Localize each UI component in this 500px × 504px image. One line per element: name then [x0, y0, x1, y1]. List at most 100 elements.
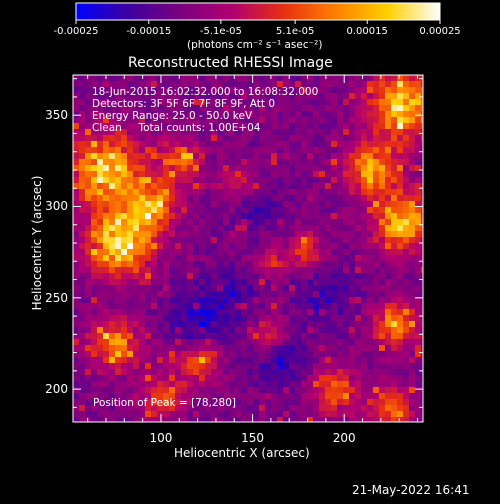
heatmap-cell [127, 375, 133, 381]
heatmap-cell [247, 105, 253, 111]
heatmap-cell [91, 219, 97, 225]
heatmap-cell [157, 159, 163, 165]
heatmap-cell [319, 99, 325, 105]
heatmap-cell [367, 111, 373, 117]
heatmap-cell [211, 135, 217, 141]
heatmap-cell [319, 159, 325, 165]
heatmap-cell [373, 357, 379, 363]
heatmap-cell [301, 225, 307, 231]
heatmap-cell [205, 417, 211, 422]
heatmap-cell [247, 195, 253, 201]
heatmap-cell [349, 327, 355, 333]
heatmap-cell [199, 141, 205, 147]
heatmap-cell [271, 321, 277, 327]
heatmap-cell [361, 297, 367, 303]
heatmap-cell [409, 93, 415, 99]
heatmap-cell [319, 357, 325, 363]
heatmap-cell [163, 309, 169, 315]
heatmap-cell [91, 363, 97, 369]
heatmap-cell [235, 219, 241, 225]
heatmap-cell [193, 249, 199, 255]
colorbar-tick-label: -0.00025 [53, 26, 99, 37]
heatmap-cell [133, 363, 139, 369]
heatmap-cell [403, 339, 409, 345]
heatmap-cell [73, 309, 79, 315]
heatmap-cell [307, 99, 313, 105]
heatmap-cell [145, 339, 151, 345]
heatmap-cell [343, 399, 349, 405]
heatmap-cell [145, 201, 151, 207]
heatmap-cell [325, 147, 331, 153]
heatmap-cell [271, 405, 277, 411]
heatmap-cell [277, 243, 283, 249]
heatmap-cell [181, 243, 187, 249]
heatmap-cell [121, 381, 127, 387]
heatmap-cell [193, 357, 199, 363]
heatmap-cell [415, 183, 421, 189]
heatmap-cell [277, 141, 283, 147]
heatmap-cell [235, 135, 241, 141]
heatmap-cell [187, 165, 193, 171]
heatmap-cell [415, 141, 421, 147]
heatmap-cell [421, 303, 423, 309]
heatmap-cell [103, 297, 109, 303]
heatmap-cell [223, 405, 229, 411]
heatmap-cell [283, 309, 289, 315]
heatmap-cell [133, 333, 139, 339]
heatmap-cell [139, 291, 145, 297]
heatmap-cell [181, 261, 187, 267]
heatmap-cell [241, 237, 247, 243]
heatmap-cell [151, 363, 157, 369]
heatmap-cell [289, 177, 295, 183]
heatmap-cell [355, 129, 361, 135]
heatmap-cell [307, 351, 313, 357]
heatmap-cell [121, 147, 127, 153]
heatmap-cell [115, 285, 121, 291]
heatmap-cell [421, 219, 423, 225]
heatmap-cell [373, 117, 379, 123]
heatmap-cell [175, 141, 181, 147]
heatmap-cell [421, 147, 423, 153]
heatmap-cell [331, 321, 337, 327]
heatmap-cell [103, 219, 109, 225]
heatmap-cell [151, 87, 157, 93]
heatmap-cell [265, 177, 271, 183]
heatmap-cell [235, 387, 241, 393]
heatmap-cell [229, 111, 235, 117]
heatmap-cell [85, 123, 91, 129]
heatmap-cell [73, 303, 79, 309]
heatmap-cell [259, 213, 265, 219]
heatmap-cell [337, 81, 343, 87]
heatmap-cell [289, 183, 295, 189]
heatmap-cell [355, 81, 361, 87]
heatmap-cell [271, 93, 277, 99]
heatmap-cell [271, 339, 277, 345]
heatmap-cell [205, 339, 211, 345]
heatmap-cell [349, 255, 355, 261]
heatmap-cell [313, 417, 319, 422]
heatmap-cell [271, 315, 277, 321]
heatmap-cell [289, 189, 295, 195]
heatmap-cell [259, 351, 265, 357]
heatmap-cell [127, 111, 133, 117]
heatmap-cell [391, 255, 397, 261]
heatmap-cell [379, 249, 385, 255]
heatmap-cell [373, 153, 379, 159]
heatmap-cell [367, 333, 373, 339]
heatmap-cell [79, 123, 85, 129]
heatmap-cell [235, 99, 241, 105]
heatmap-cell [373, 267, 379, 273]
heatmap-cell [73, 375, 79, 381]
heatmap-cell [109, 369, 115, 375]
heatmap-cell [205, 315, 211, 321]
heatmap-cell [283, 297, 289, 303]
heatmap-cell [277, 375, 283, 381]
heatmap-cell [271, 411, 277, 417]
heatmap-cell [295, 213, 301, 219]
heatmap-cell [307, 105, 313, 111]
heatmap-cell [367, 183, 373, 189]
heatmap-cell [217, 237, 223, 243]
heatmap-cell [79, 279, 85, 285]
heatmap-cell [91, 249, 97, 255]
heatmap-cell [421, 393, 423, 399]
